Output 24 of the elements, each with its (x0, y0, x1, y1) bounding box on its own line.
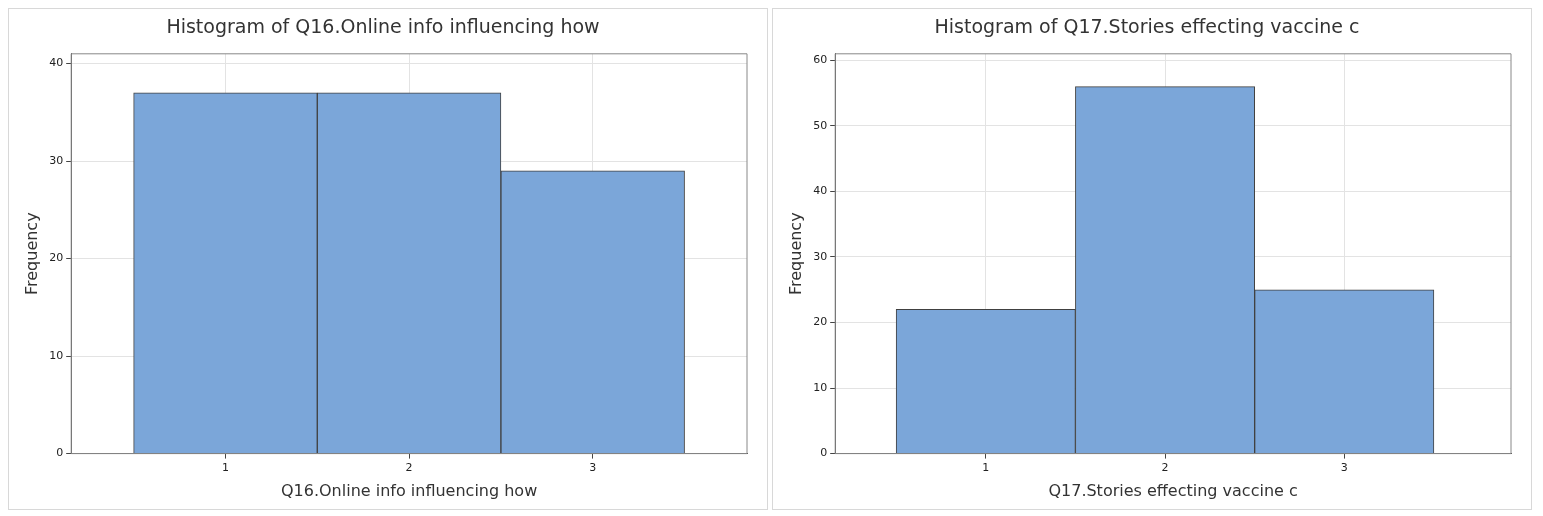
x-tick-label: 2 (1161, 461, 1169, 475)
y-tick-label: 30 (813, 249, 828, 263)
y-tick-label: 0 (56, 446, 64, 460)
x-tick-label: 3 (1340, 461, 1348, 475)
y-tick-label: 10 (49, 348, 64, 362)
chart-title: Histogram of Q16.Online info influencing how (166, 15, 600, 38)
y-axis-title: Frequency (21, 212, 41, 296)
y-axis-title: Frequency (785, 212, 805, 296)
x-axis-title: Q17.Stories effecting vaccine c (1048, 480, 1298, 500)
y-tick-label: 40 (49, 56, 64, 70)
y-tick-label: 50 (813, 118, 828, 132)
y-tick-label: 60 (813, 53, 828, 67)
x-tick-label: 1 (982, 461, 990, 475)
x-tick-label: 1 (221, 461, 229, 475)
y-tick-label: 10 (813, 380, 828, 394)
y-tick-label: 20 (813, 315, 828, 329)
x-tick-label: 3 (589, 461, 597, 475)
x-axis-title: Q16.Online info influencing how (280, 480, 538, 500)
y-tick-label: 30 (49, 153, 64, 167)
y-tick-label: 0 (820, 446, 828, 460)
y-tick-label: 40 (813, 184, 828, 198)
chart-title: Histogram of Q17.Stories effecting vaccine c (934, 15, 1360, 38)
y-tick-label: 20 (49, 251, 64, 265)
x-tick-label: 2 (405, 461, 413, 475)
